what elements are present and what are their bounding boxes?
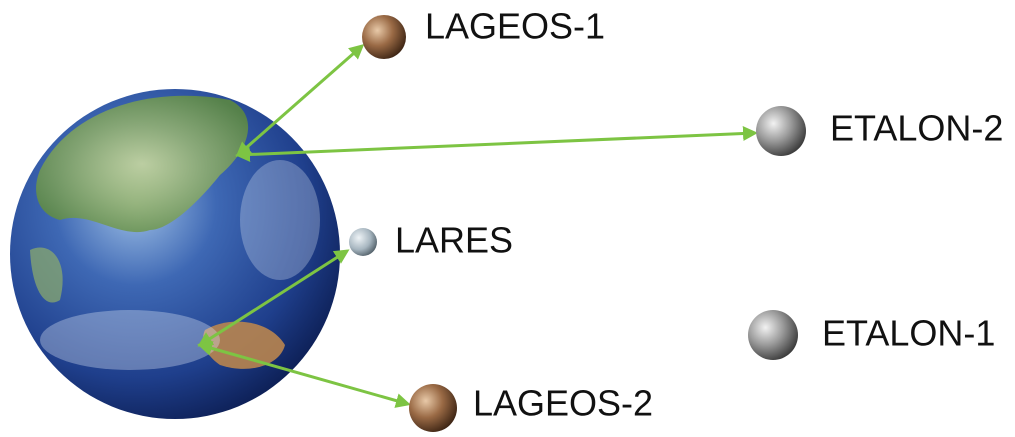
arrows [197,44,758,408]
satellite [748,310,798,360]
node-label: ETALON-1 [822,313,995,354]
arrow [235,126,758,162]
arrow [197,341,411,408]
satellite [756,106,806,156]
node-label: LAGEOS-2 [473,383,653,424]
arrow [235,44,365,157]
node-label: ETALON-2 [830,108,1003,149]
satellites [349,15,806,432]
satellite [409,384,457,432]
node-label: LARES [395,220,513,261]
satellite [349,228,377,256]
satellite [362,15,406,59]
node-label: LAGEOS-1 [425,6,605,47]
arrow [197,249,350,347]
